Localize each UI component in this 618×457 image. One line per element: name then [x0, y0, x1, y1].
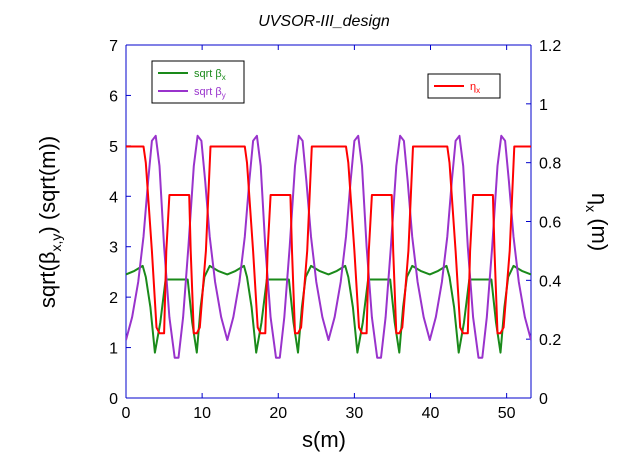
legend-beta-box — [151, 60, 245, 104]
y-right-tick-label: 1.2 — [539, 38, 561, 55]
x-axis-label: s(m) — [302, 427, 346, 452]
y-left-tick-label: 5 — [109, 139, 118, 156]
x-tick-label: 50 — [498, 405, 516, 422]
x-tick-label: 20 — [269, 405, 287, 422]
legend-beta-entry: sqrt βy — [194, 86, 226, 100]
chart-title: UVSOR-III_design — [258, 13, 390, 30]
legend-eta: ηx — [427, 73, 501, 99]
x-tick-label: 10 — [193, 405, 211, 422]
y-left-tick-label: 7 — [109, 38, 118, 55]
y-left-tick-label: 6 — [109, 88, 118, 105]
series-line-sqrt-y — [126, 134, 531, 359]
y-left-tick-label: 0 — [109, 391, 118, 408]
x-tick-label: 40 — [422, 405, 440, 422]
y-left-tick-label: 4 — [109, 189, 118, 206]
y-right-tick-label: 0.6 — [539, 215, 561, 232]
y-left-tick-label: 1 — [109, 341, 118, 358]
legend-eta-entry: ηx — [470, 81, 480, 95]
y-axis-right-label: ηx (m) — [583, 193, 612, 251]
y-right-tick-label: 0.4 — [539, 273, 561, 290]
x-tick-label: 0 — [122, 405, 131, 422]
y-right-tick-label: 1 — [539, 97, 548, 114]
y-left-tick-label: 3 — [109, 240, 118, 257]
legend-beta-entry: sqrt βx — [194, 68, 226, 82]
y-axis-left-label: sqrt(βx,y) (sqrt(m)) — [35, 136, 64, 308]
y-right-tick-label: 0.8 — [539, 156, 561, 173]
x-tick-label: 30 — [345, 405, 363, 422]
axis-ticks — [125, 44, 531, 399]
series-group — [126, 134, 531, 359]
tick-labels: 0 10 20 30 40 50 0 1 2 3 4 5 6 7 0 0.2 0.4 0.6 0.8 1 1.2 — [109, 38, 561, 422]
legend-betas: sqrt βx sqrt βy — [151, 60, 245, 104]
series-line--x — [126, 145, 531, 335]
y-right-tick-label: 0 — [539, 391, 548, 408]
y-left-tick-label: 2 — [109, 290, 118, 307]
y-right-tick-label: 0.2 — [539, 332, 561, 349]
